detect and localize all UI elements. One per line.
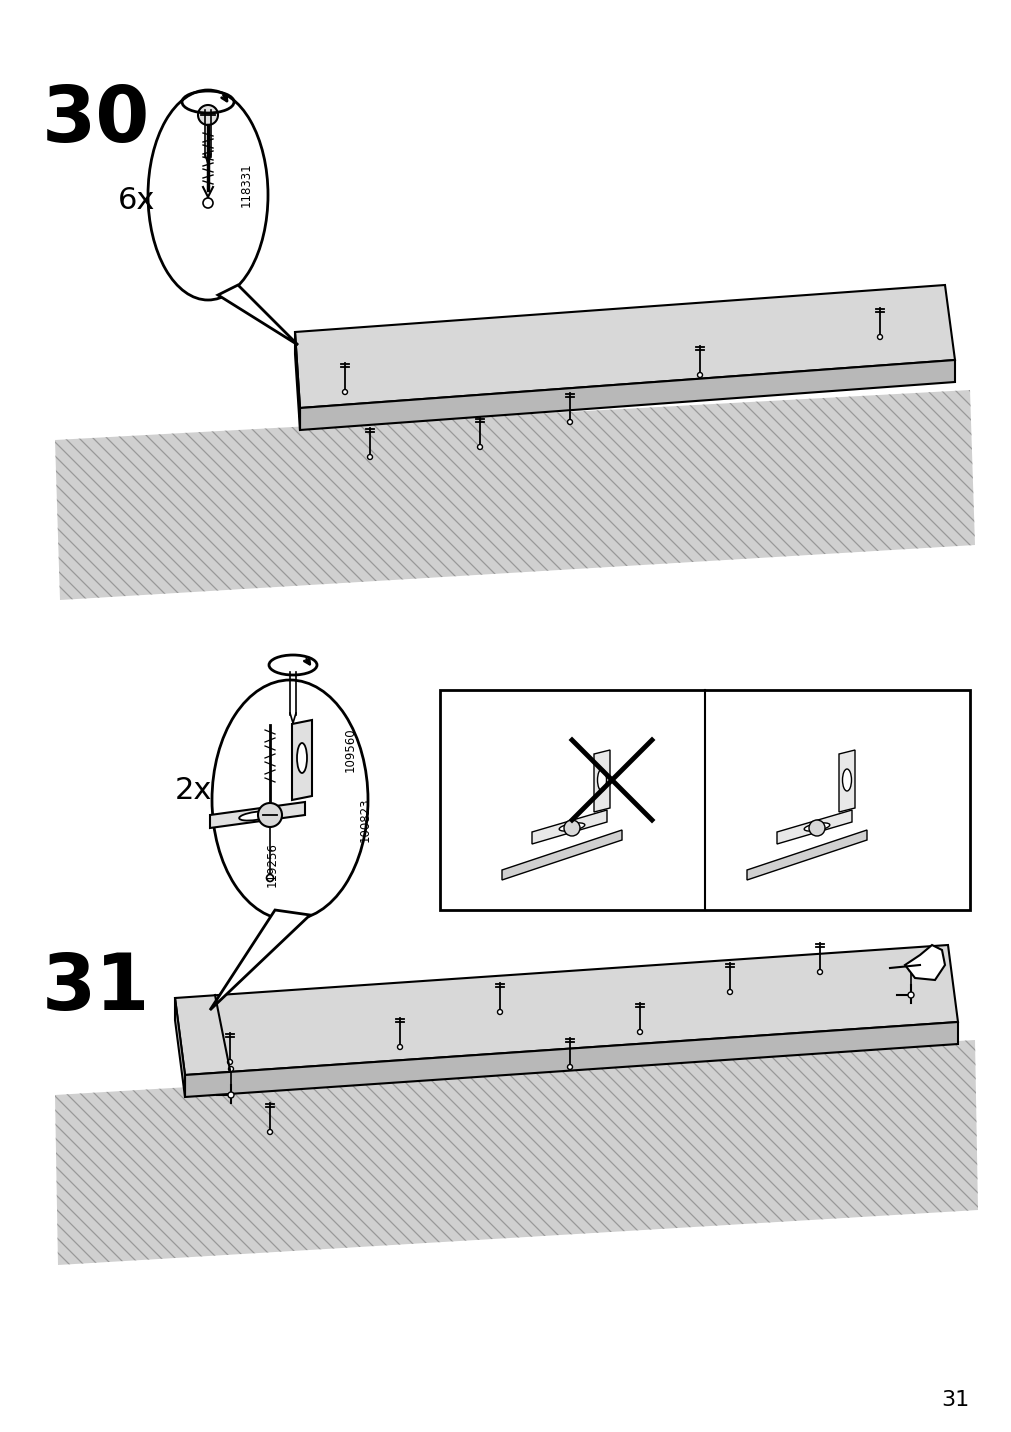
Circle shape [808,821,824,836]
FancyBboxPatch shape [440,690,969,909]
Polygon shape [55,1040,977,1264]
Polygon shape [292,720,311,800]
Ellipse shape [239,812,271,821]
Ellipse shape [559,823,584,831]
Circle shape [397,1044,402,1050]
Polygon shape [185,1022,957,1097]
Ellipse shape [842,769,850,790]
Circle shape [697,372,702,378]
Ellipse shape [596,769,606,790]
Polygon shape [776,811,851,843]
Polygon shape [295,285,954,408]
Polygon shape [210,909,309,1010]
Polygon shape [501,831,622,881]
Circle shape [567,1064,572,1070]
Circle shape [198,105,217,125]
Circle shape [817,969,822,975]
Polygon shape [210,802,304,828]
Circle shape [908,967,913,971]
Circle shape [727,990,732,994]
Text: 109560: 109560 [343,727,356,772]
Polygon shape [295,332,299,430]
Text: 6x: 6x [118,186,156,215]
Polygon shape [532,811,607,843]
Polygon shape [217,285,297,345]
Circle shape [497,1010,502,1014]
Ellipse shape [804,823,829,831]
Ellipse shape [296,743,306,773]
Circle shape [258,803,282,828]
Circle shape [228,1067,234,1071]
Polygon shape [746,831,866,881]
Circle shape [227,1060,233,1064]
Text: 31: 31 [941,1390,969,1411]
Polygon shape [593,750,610,812]
Text: 118331: 118331 [240,163,253,208]
Circle shape [267,1130,272,1134]
Text: 31: 31 [42,949,151,1025]
Circle shape [367,454,372,460]
Ellipse shape [148,90,268,299]
Polygon shape [175,998,185,1097]
Polygon shape [175,945,957,1075]
Text: 119256: 119256 [265,842,278,888]
Circle shape [877,335,882,339]
Text: 30: 30 [42,82,151,158]
Circle shape [477,444,482,450]
Circle shape [567,420,572,424]
Polygon shape [55,390,974,600]
Circle shape [907,992,913,998]
Circle shape [563,821,579,836]
Circle shape [203,198,212,208]
Circle shape [227,1093,234,1098]
Circle shape [637,1030,642,1034]
Text: 2x: 2x [175,776,212,805]
Circle shape [266,875,273,882]
Text: 100823: 100823 [358,798,371,842]
Ellipse shape [211,680,368,919]
Circle shape [342,390,347,394]
Polygon shape [904,945,944,979]
Polygon shape [299,359,954,430]
Polygon shape [838,750,854,812]
